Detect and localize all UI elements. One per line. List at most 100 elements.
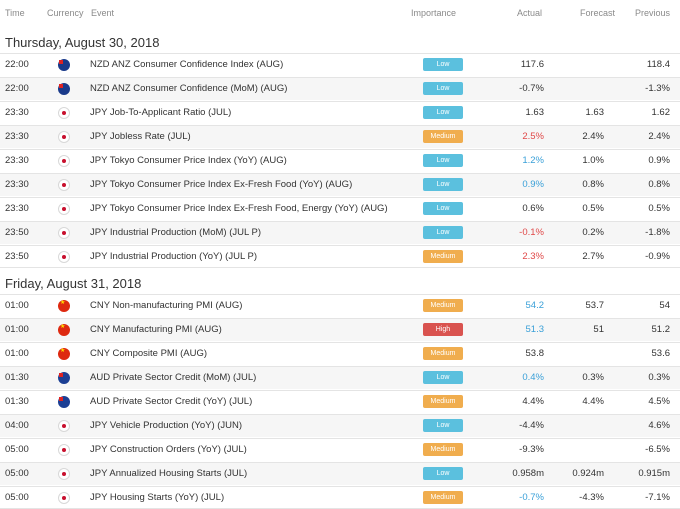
table-row[interactable]: 23:30 JPY Jobless Rate (JUL) Medium 2.5% 2.4…: [0, 125, 680, 148]
importance-badge: Low: [423, 106, 463, 119]
header-currency[interactable]: Currency: [47, 8, 84, 18]
header-time[interactable]: Time: [5, 8, 25, 18]
actual-value: -0.7%: [519, 492, 544, 503]
actual-value: -0.1%: [519, 227, 544, 238]
table-row[interactable]: 23:30 JPY Job-To-Applicant Ratio (JUL) Low…: [0, 101, 680, 124]
importance-badge: Medium: [423, 443, 463, 456]
event-name[interactable]: JPY Tokyo Consumer Price Index (YoY) (AU…: [90, 155, 287, 166]
forecast-value: 51: [593, 324, 604, 335]
table-row[interactable]: 23:50 JPY Industrial Production (YoY) (JU…: [0, 245, 680, 268]
actual-value: 0.6%: [522, 203, 544, 214]
event-name[interactable]: AUD Private Sector Credit (MoM) (JUL): [90, 372, 257, 383]
event-name[interactable]: JPY Tokyo Consumer Price Index Ex-Fresh …: [90, 179, 353, 190]
event-time: 01:00: [5, 348, 29, 359]
table-row[interactable]: 23:30 JPY Tokyo Consumer Price Index Ex-F…: [0, 197, 680, 220]
event-name[interactable]: CNY Manufacturing PMI (AUG): [90, 324, 222, 335]
table-row[interactable]: 05:00 JPY Housing Starts (YoY) (JUL) Mediu…: [0, 486, 680, 509]
actual-value: -9.3%: [519, 444, 544, 455]
event-time: 23:30: [5, 179, 29, 190]
actual-value: 2.3%: [522, 251, 544, 262]
event-time: 23:30: [5, 155, 29, 166]
event-name[interactable]: JPY Jobless Rate (JUL): [90, 131, 191, 142]
previous-value: -7.1%: [645, 492, 670, 503]
jpy-flag-icon: [58, 131, 70, 143]
aud-flag-icon: [58, 372, 70, 384]
event-name[interactable]: JPY Industrial Production (MoM) (JUL P): [90, 227, 262, 238]
jpy-flag-icon: [58, 107, 70, 119]
table-row[interactable]: 23:50 JPY Industrial Production (MoM) (JU…: [0, 221, 680, 244]
event-name[interactable]: NZD ANZ Consumer Confidence (MoM) (AUG): [90, 83, 288, 94]
event-time: 22:00: [5, 83, 29, 94]
table-row[interactable]: 01:30 AUD Private Sector Credit (YoY) (JU…: [0, 390, 680, 413]
event-name[interactable]: JPY Industrial Production (YoY) (JUL P): [90, 251, 258, 262]
event-name[interactable]: JPY Construction Orders (YoY) (JUL): [90, 444, 247, 455]
event-name[interactable]: JPY Job-To-Applicant Ratio (JUL): [90, 107, 232, 118]
table-row[interactable]: 05:00 JPY Construction Orders (YoY) (JUL)…: [0, 438, 680, 461]
table-row[interactable]: 23:30 JPY Tokyo Consumer Price Index (YoY…: [0, 149, 680, 172]
previous-value: 53.6: [651, 348, 671, 359]
table-row[interactable]: 04:00 JPY Vehicle Production (YoY) (JUN) L…: [0, 414, 680, 437]
event-time: 23:30: [5, 107, 29, 118]
header-forecast[interactable]: Forecast: [580, 8, 616, 18]
previous-value: 2.4%: [648, 131, 670, 142]
table-row[interactable]: 01:00 CNY Composite PMI (AUG) Medium 53.8 53…: [0, 342, 680, 365]
actual-value: 53.8: [525, 348, 545, 359]
previous-value: 0.5%: [648, 203, 670, 214]
importance-badge: Medium: [423, 130, 463, 143]
importance-badge: Low: [423, 202, 463, 215]
table-row[interactable]: 22:00 NZD ANZ Consumer Confidence (MoM) (…: [0, 77, 680, 100]
actual-value: 117.6: [520, 59, 544, 70]
forecast-value: 1.63: [585, 107, 605, 118]
previous-value: 51.2: [651, 324, 671, 335]
table-header: Time Currency Event Importance Actual Fo…: [0, 0, 680, 24]
jpy-flag-icon: [58, 203, 70, 215]
table-row[interactable]: 01:00 CNY Non-manufacturing PMI (AUG) Medi…: [0, 294, 680, 317]
event-time: 05:00: [5, 468, 29, 479]
event-name[interactable]: JPY Tokyo Consumer Price Index Ex-Fresh …: [90, 203, 388, 214]
table-row[interactable]: 01:30 AUD Private Sector Credit (MoM) (JU…: [0, 366, 680, 389]
actual-value: 2.5%: [522, 131, 544, 142]
table-row[interactable]: 22:00 NZD ANZ Consumer Confidence Index (…: [0, 53, 680, 76]
actual-value: 4.4%: [522, 396, 544, 407]
event-time: 23:50: [5, 251, 29, 262]
event-time: 22:00: [5, 59, 29, 70]
event-name[interactable]: JPY Housing Starts (YoY) (JUL): [90, 492, 225, 503]
event-time: 01:30: [5, 372, 29, 383]
forecast-value: 1.0%: [582, 155, 604, 166]
importance-badge: Medium: [423, 491, 463, 504]
forecast-value: -4.3%: [579, 492, 604, 503]
cny-flag-icon: [58, 347, 70, 360]
forecast-value: 4.4%: [582, 396, 604, 407]
day-section-header: Friday, August 31, 2018: [0, 269, 680, 297]
jpy-flag-icon: [58, 420, 70, 432]
previous-value: 4.6%: [648, 420, 670, 431]
forecast-value: 0.5%: [582, 203, 604, 214]
event-name[interactable]: JPY Vehicle Production (YoY) (JUN): [90, 420, 243, 431]
event-name[interactable]: NZD ANZ Consumer Confidence Index (AUG): [90, 59, 284, 70]
header-importance[interactable]: Importance: [411, 8, 457, 18]
actual-value: -4.4%: [519, 420, 544, 431]
header-previous[interactable]: Previous: [635, 8, 671, 18]
day-label: Friday, August 31, 2018: [5, 276, 142, 291]
event-time: 01:30: [5, 396, 29, 407]
header-actual[interactable]: Actual: [517, 8, 543, 18]
importance-badge: Low: [423, 178, 463, 191]
importance-badge: Medium: [423, 299, 463, 312]
previous-value: 54: [659, 300, 670, 311]
header-event[interactable]: Event: [91, 8, 115, 18]
table-row[interactable]: 23:30 JPY Tokyo Consumer Price Index Ex-F…: [0, 173, 680, 196]
importance-badge: High: [423, 323, 463, 336]
event-name[interactable]: AUD Private Sector Credit (YoY) (JUL): [90, 396, 253, 407]
event-time: 05:00: [5, 492, 29, 503]
importance-badge: Low: [423, 226, 463, 239]
importance-badge: Low: [423, 467, 463, 480]
event-time: 05:00: [5, 444, 29, 455]
cny-flag-icon: [58, 299, 70, 312]
actual-value: 0.4%: [522, 372, 544, 383]
event-name[interactable]: JPY Annualized Housing Starts (JUL): [90, 468, 248, 479]
event-name[interactable]: CNY Non-manufacturing PMI (AUG): [90, 300, 243, 311]
table-row[interactable]: 01:00 CNY Manufacturing PMI (AUG) High 51.3…: [0, 318, 680, 341]
importance-badge: Low: [423, 154, 463, 167]
table-row[interactable]: 05:00 JPY Annualized Housing Starts (JUL)…: [0, 462, 680, 485]
event-name[interactable]: CNY Composite PMI (AUG): [90, 348, 208, 359]
